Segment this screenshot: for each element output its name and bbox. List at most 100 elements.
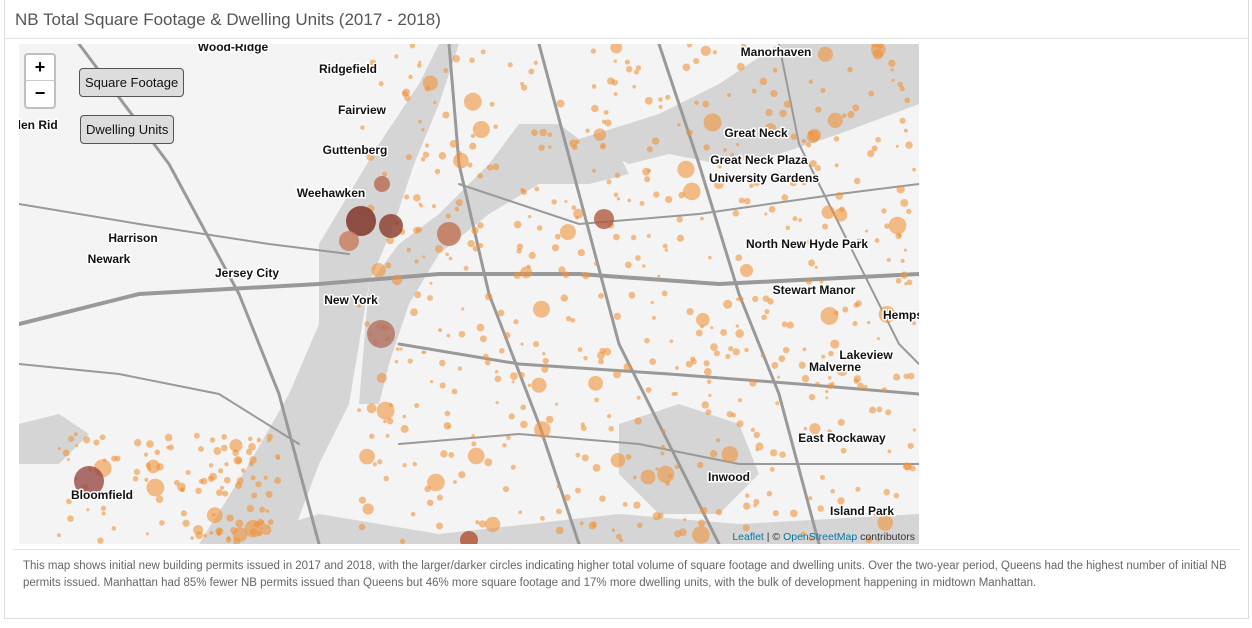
permit-circle <box>685 360 693 368</box>
permit-circle <box>759 77 768 86</box>
permit-circle <box>744 493 750 498</box>
permit-circle <box>146 440 154 448</box>
permit-circle <box>644 176 651 183</box>
permit-circle <box>781 194 789 201</box>
permit-circle <box>820 87 826 93</box>
permit-circle <box>577 249 585 257</box>
permit-circle <box>736 62 745 71</box>
permit-circle <box>753 431 760 439</box>
permit-circle <box>580 422 585 427</box>
permit-circle <box>274 477 282 484</box>
water <box>19 44 919 544</box>
permit-circle <box>703 367 712 376</box>
permit-circle <box>825 390 829 394</box>
permit-circle <box>738 473 743 478</box>
permit-circle <box>712 50 718 55</box>
permit-circle <box>391 274 403 286</box>
place-label: University Gardens <box>709 171 819 185</box>
permit-circle <box>863 385 868 390</box>
permit-circle <box>536 225 543 231</box>
permit-circle <box>167 444 174 451</box>
permit-circle <box>551 199 557 205</box>
permit-circle <box>274 454 281 460</box>
layer-button[interactable]: Square Footage <box>79 68 185 97</box>
permit-circle <box>422 350 427 355</box>
permit-circle <box>762 295 770 302</box>
layer-button[interactable]: Dwelling Units <box>80 115 175 144</box>
permit-circle <box>395 347 400 351</box>
permit-circle <box>696 312 710 327</box>
permit-circle <box>768 205 776 213</box>
permit-circle <box>867 320 871 325</box>
zoom-in[interactable]: + <box>26 55 54 81</box>
permit-circle <box>827 429 833 435</box>
permit-circle <box>750 427 755 432</box>
permit-circle <box>808 259 816 267</box>
permit-circle <box>235 519 244 528</box>
permit-circle <box>429 281 433 285</box>
permit-circle <box>753 503 757 508</box>
permit-circle <box>148 467 152 471</box>
permit-circle <box>556 484 561 489</box>
permit-circle <box>655 467 659 471</box>
permit-circle <box>83 436 91 444</box>
permit-circle <box>493 124 498 130</box>
permit-circle <box>819 279 824 284</box>
permit-circle <box>900 258 905 263</box>
permit-circle <box>700 216 704 221</box>
permit-circle <box>637 522 643 529</box>
permit-circle <box>213 447 222 455</box>
place-label: East Rockaway <box>798 431 886 445</box>
permit-circle <box>633 501 641 509</box>
permit-circles <box>56 44 917 544</box>
permit-circle <box>369 59 377 67</box>
attribution-suffix: contributors <box>860 531 915 543</box>
zoom-out[interactable]: − <box>34 83 46 103</box>
permit-circle <box>716 438 721 443</box>
permit-circle <box>251 492 258 499</box>
permit-circle <box>446 333 451 338</box>
permit-circle <box>683 182 701 201</box>
permit-circle <box>912 321 917 326</box>
permit-circle <box>830 339 840 349</box>
permit-circle <box>657 512 664 519</box>
permit-circle <box>591 521 597 528</box>
permit-circle <box>511 380 515 384</box>
permit-circle <box>502 443 507 448</box>
permit-circle <box>193 524 204 535</box>
permit-circle <box>803 426 808 431</box>
permit-circle <box>806 238 813 245</box>
permit-circle <box>414 402 420 409</box>
leaflet-link[interactable]: Leaflet <box>732 531 764 543</box>
permit-circle <box>484 458 493 467</box>
map[interactable]: Wood-Ridge Manorhaven Ridgefield Fairview Gl… <box>19 44 919 544</box>
permit-circle <box>764 212 768 216</box>
permit-circle <box>772 67 778 73</box>
permit-circle <box>726 410 734 418</box>
permit-circle <box>467 162 473 168</box>
permit-circle <box>893 492 900 499</box>
permit-circle <box>448 256 453 261</box>
osm-link[interactable]: OpenStreetMap <box>783 531 857 543</box>
permit-circle <box>471 441 477 447</box>
permit-circle <box>738 296 744 302</box>
permit-circle <box>101 511 106 516</box>
permit-circle <box>598 292 604 299</box>
permit-circle <box>224 462 229 467</box>
permit-circle <box>579 521 584 526</box>
permit-circle <box>520 404 527 411</box>
zoom-control: + − <box>24 53 56 109</box>
permit-circle <box>821 354 826 359</box>
permit-circle <box>555 402 559 406</box>
permit-circle <box>822 223 829 230</box>
permit-circle <box>492 163 500 171</box>
permit-circle <box>144 477 149 482</box>
permit-circle <box>865 536 873 544</box>
permit-circle <box>402 462 407 468</box>
permit-circle <box>66 498 72 505</box>
permit-circle <box>256 437 262 443</box>
permit-circle <box>218 468 224 474</box>
permit-circle <box>604 119 612 127</box>
permit-circle <box>489 101 495 107</box>
permit-circle <box>700 506 708 515</box>
